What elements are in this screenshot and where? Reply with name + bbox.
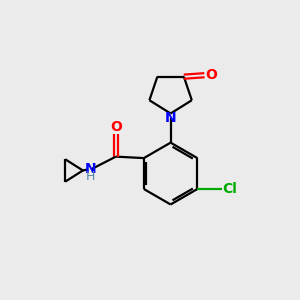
Text: Cl: Cl	[222, 182, 237, 196]
Text: H: H	[85, 170, 95, 183]
Text: N: N	[165, 111, 177, 125]
Text: N: N	[84, 162, 96, 176]
Text: O: O	[110, 120, 122, 134]
Text: O: O	[205, 68, 217, 82]
